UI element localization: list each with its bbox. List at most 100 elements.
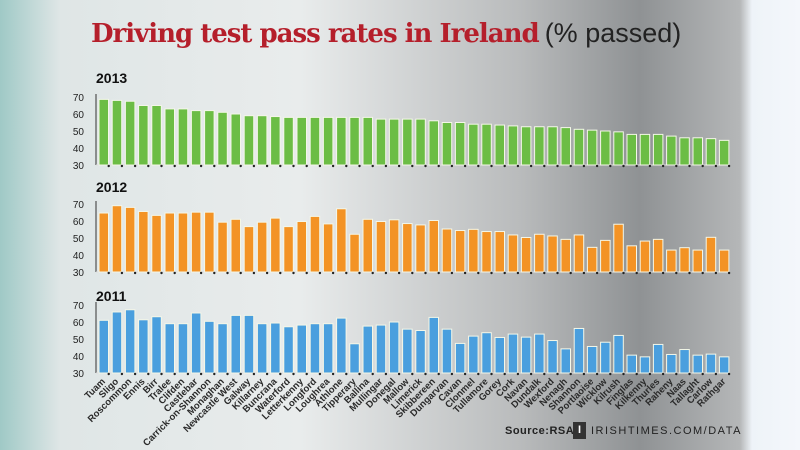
bar-2012-Cavan	[454, 230, 466, 273]
bar-2013-Shannon	[573, 128, 585, 166]
x-tick-mark	[411, 164, 414, 168]
bar-2011-Nenagh	[560, 348, 571, 374]
bar-2013-Mullingar	[375, 118, 387, 166]
bar-2011-Buncrana	[270, 322, 281, 374]
bar-2012-Killarney	[256, 221, 268, 273]
bar-2013-Waterford	[283, 116, 294, 166]
x-tick-mark	[609, 271, 612, 275]
bar-2012-Kilkenny	[639, 240, 651, 273]
x-tick-mark	[186, 372, 190, 376]
bar-2013-Thurles	[652, 133, 664, 166]
y-tick-label: 30	[73, 268, 85, 279]
bar-2012-Roscommon	[124, 206, 136, 273]
panel-year-label: 2013	[96, 70, 127, 86]
bar-2012-Clonmel	[468, 228, 479, 273]
bar-2013-Buncrana	[270, 116, 281, 166]
bar-2011-Raheny	[666, 353, 677, 374]
x-tick-mark	[147, 271, 150, 275]
bar-2011-Wexford	[547, 340, 558, 374]
x-tick-mark	[556, 372, 559, 376]
x-tick-mark	[186, 271, 190, 275]
y-tick-label: 40	[73, 352, 85, 363]
bar-2013-Tralee	[164, 108, 175, 166]
x-tick-mark	[477, 271, 480, 275]
x-tick-mark	[147, 164, 150, 168]
x-tick-mark	[265, 372, 269, 376]
bar-2012-Tralee	[164, 212, 175, 273]
y-tick-label: 70	[73, 93, 85, 104]
bar-2012-Galway	[243, 226, 255, 273]
bar-2012-Ballina	[362, 218, 373, 273]
bar-2012-Wicklow	[600, 239, 611, 273]
x-tick-mark	[226, 164, 229, 168]
x-tick-mark	[384, 372, 388, 376]
y-tick-label: 70	[73, 301, 85, 312]
bar-2011-Waterford	[283, 326, 294, 374]
x-tick-mark	[318, 271, 322, 275]
bar-2013-Sligo	[111, 99, 123, 166]
bar-2011-Finglas	[626, 354, 637, 374]
brand-link[interactable]: IRISHTIMES.COM/DATA	[591, 425, 742, 437]
x-tick-mark	[463, 164, 467, 168]
bar-2011-Shannon	[573, 327, 585, 374]
x-tick-mark	[252, 164, 256, 168]
x-tick-mark	[529, 164, 533, 168]
x-tick-mark	[371, 372, 374, 376]
x-tick-mark	[635, 372, 638, 376]
x-tick-mark	[477, 372, 480, 376]
x-tick-mark	[279, 372, 282, 376]
bar-2012-Longford	[309, 215, 321, 273]
bar-2012-Gorey	[494, 231, 505, 273]
bar-2011-Newcastle West	[230, 314, 241, 374]
x-tick-mark	[279, 164, 282, 168]
bar-2012-Clifden	[177, 212, 189, 273]
bar-2013-Finglas	[626, 133, 637, 166]
bar-2013-Donegal	[388, 118, 400, 166]
x-tick-mark	[714, 164, 718, 168]
x-tick-mark	[358, 372, 361, 376]
x-tick-mark	[107, 271, 110, 275]
bar-2011-Clonmel	[468, 335, 479, 374]
x-tick-mark	[661, 372, 665, 376]
x-tick-mark	[543, 164, 546, 168]
x-tick-mark	[292, 164, 295, 168]
bar-2013-Cavan	[454, 122, 466, 166]
x-tick-mark	[437, 164, 440, 168]
x-tick-mark	[595, 271, 599, 275]
bar-2012-Buncrana	[270, 217, 281, 273]
x-tick-mark	[239, 164, 242, 168]
x-tick-mark	[345, 164, 348, 168]
bar-2012-Nenagh	[560, 238, 571, 273]
bar-2012-Ennis	[138, 210, 149, 273]
bar-2013-Dungarvan	[441, 122, 453, 166]
bar-2011-Tipperary	[349, 343, 360, 374]
bar-2011-Kilrush	[613, 334, 624, 374]
y-tick-label: 40	[73, 144, 85, 155]
x-tick-mark	[556, 271, 559, 275]
x-tick-mark	[239, 271, 242, 275]
bar-2013-Gorey	[494, 124, 505, 166]
x-tick-mark	[503, 164, 506, 168]
x-tick-mark	[450, 372, 454, 376]
bar-2011-Dungarvan	[441, 328, 453, 374]
x-tick-mark	[582, 164, 586, 168]
bar-2012-Letterkenny	[296, 221, 307, 273]
bar-2012-Navan	[520, 236, 532, 273]
y-tick-label: 30	[73, 161, 85, 172]
bar-2013-Dundalk	[534, 126, 545, 166]
x-tick-mark	[199, 271, 203, 275]
x-tick-mark	[622, 372, 625, 376]
bar-2012-Tullamore	[481, 231, 492, 273]
x-tick-mark	[331, 271, 335, 275]
x-tick-mark	[213, 164, 216, 168]
irish-times-logo-icon: I	[573, 422, 586, 439]
x-tick-mark	[437, 372, 440, 376]
x-tick-mark	[226, 372, 229, 376]
source-label: Source:RSA	[505, 425, 575, 437]
bar-2012-Portlaoise	[586, 246, 598, 273]
bar-2011-Wicklow	[600, 341, 611, 374]
bar-2012-Finglas	[626, 245, 637, 273]
x-tick-mark	[635, 271, 638, 275]
bar-2011-Rathgar	[718, 356, 730, 374]
x-tick-mark	[727, 372, 731, 376]
